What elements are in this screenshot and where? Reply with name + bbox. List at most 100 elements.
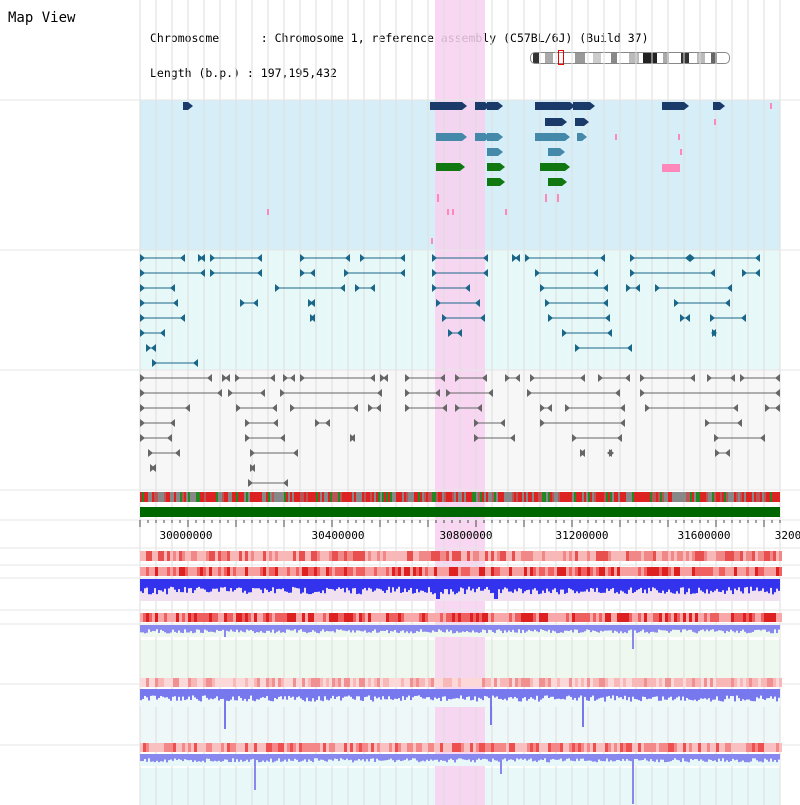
polymorphism-bin bbox=[182, 613, 185, 622]
read-depth-bar bbox=[342, 625, 344, 631]
read-depth-bar bbox=[470, 754, 472, 762]
polymorphism-bin bbox=[221, 743, 224, 752]
polymorphism-bin bbox=[761, 551, 764, 561]
read-depth-bar bbox=[202, 689, 204, 696]
repeat-segment bbox=[348, 492, 350, 502]
repeat-segment bbox=[528, 492, 530, 502]
polymorphism-bin bbox=[704, 613, 707, 622]
repeat-segment bbox=[246, 492, 248, 502]
assembly-info: Chromosome : Chromosome 1, reference ass… bbox=[144, 10, 649, 160]
read-depth-bar bbox=[326, 579, 328, 588]
polymorphism-bin bbox=[749, 551, 752, 561]
read-depth-bar bbox=[386, 754, 388, 761]
read-depth-bar bbox=[768, 579, 770, 594]
polymorphism-bin bbox=[209, 551, 212, 561]
read-depth-bar bbox=[664, 754, 666, 763]
msm-bac-pair-end bbox=[674, 299, 679, 307]
read-depth-bar bbox=[230, 625, 232, 630]
polymorphism-bin bbox=[632, 551, 635, 561]
read-depth-bar bbox=[740, 579, 742, 592]
polymorphism-bin bbox=[737, 567, 740, 576]
repeat-segment bbox=[398, 492, 400, 502]
read-depth-bar bbox=[406, 689, 408, 698]
read-depth-bar bbox=[774, 689, 776, 697]
read-depth-bar bbox=[234, 579, 236, 590]
polymorphism-bin bbox=[350, 743, 353, 752]
read-depth-bar bbox=[392, 689, 394, 700]
polymorphism-bin bbox=[170, 743, 173, 752]
read-depth-bar bbox=[580, 625, 582, 633]
b6n-bac-pair-end bbox=[370, 374, 375, 382]
msm-bac-pair-end bbox=[200, 269, 205, 277]
polymorphism-bin bbox=[326, 613, 329, 622]
polymorphism-bin bbox=[641, 743, 644, 752]
polymorphism-bin bbox=[737, 551, 740, 561]
read-depth-bar bbox=[636, 754, 638, 760]
polymorphism-bin bbox=[263, 567, 266, 576]
repeat-segment bbox=[278, 492, 280, 502]
read-depth-bar bbox=[194, 689, 196, 698]
read-depth-bar bbox=[448, 689, 450, 700]
read-depth-bar bbox=[654, 625, 656, 633]
polymorphism-bin bbox=[251, 613, 254, 622]
read-depth-bar bbox=[400, 625, 402, 632]
polymorphism-bin bbox=[230, 613, 233, 622]
read-depth-bar bbox=[724, 579, 726, 594]
read-depth-bar bbox=[328, 625, 330, 632]
b6n-bac-pair-end bbox=[609, 449, 614, 457]
read-depth-bar bbox=[750, 579, 752, 587]
read-depth-bar bbox=[270, 689, 272, 701]
chromosome-ideogram[interactable] bbox=[530, 52, 730, 64]
polymorphism-bin bbox=[338, 678, 341, 687]
polymorphism-bin bbox=[533, 567, 536, 576]
polymorphism-bin bbox=[458, 613, 461, 622]
read-depth-bar bbox=[220, 625, 222, 631]
read-depth-bar bbox=[772, 579, 774, 595]
read-depth-bar bbox=[206, 579, 208, 592]
read-depth-bar bbox=[528, 689, 530, 699]
polymorphism-bin bbox=[161, 743, 164, 752]
read-depth-bar bbox=[402, 689, 404, 697]
read-depth-bar bbox=[676, 689, 678, 698]
polymorphism-bin bbox=[449, 567, 452, 576]
read-depth-bar bbox=[180, 625, 182, 633]
repeat-segment bbox=[180, 492, 182, 502]
polymorphism-bin bbox=[347, 567, 350, 576]
repeat-segment bbox=[580, 492, 582, 502]
read-depth-bg bbox=[140, 754, 780, 766]
polymorphism-bin bbox=[407, 567, 410, 576]
msm-bac-pair-end bbox=[308, 299, 313, 307]
repeat-segment bbox=[424, 492, 426, 502]
read-depth-bar bbox=[540, 754, 542, 760]
polymorphism-bin bbox=[680, 678, 683, 687]
polymorphism-bin bbox=[770, 613, 773, 622]
b6n-bac-pair-end bbox=[280, 389, 285, 397]
polymorphism-bin bbox=[533, 678, 536, 687]
polymorphism-bin bbox=[338, 567, 341, 576]
polymorphism-bin bbox=[425, 567, 428, 576]
polymorphism-bin bbox=[296, 551, 299, 561]
repeat-segment bbox=[478, 492, 480, 502]
read-depth-bar bbox=[658, 689, 660, 701]
repeat-segment bbox=[484, 492, 486, 502]
polymorphism-bin bbox=[440, 551, 443, 561]
polymorphism-bin bbox=[614, 567, 617, 576]
read-depth-bar bbox=[534, 689, 536, 700]
gene-feature bbox=[540, 163, 565, 171]
b6n-bac-pair-end bbox=[645, 404, 650, 412]
read-depth-bar bbox=[616, 625, 618, 632]
msm-bac-pair-end bbox=[540, 284, 545, 292]
polymorphism-bin bbox=[638, 567, 641, 576]
polymorphism-bin bbox=[467, 613, 470, 622]
read-depth-bar bbox=[578, 689, 580, 698]
polymorphism-bin bbox=[764, 551, 767, 561]
repeat-segment bbox=[750, 492, 752, 502]
polymorphism-bin bbox=[428, 678, 431, 687]
refseq-mark bbox=[714, 119, 716, 125]
read-depth-bar bbox=[482, 689, 484, 701]
polymorphism-bin bbox=[497, 678, 500, 687]
read-depth-bar bbox=[228, 579, 230, 592]
msm-bac-pair-end bbox=[300, 254, 305, 262]
read-depth-bar bbox=[598, 625, 600, 633]
read-depth-bar bbox=[232, 625, 234, 632]
